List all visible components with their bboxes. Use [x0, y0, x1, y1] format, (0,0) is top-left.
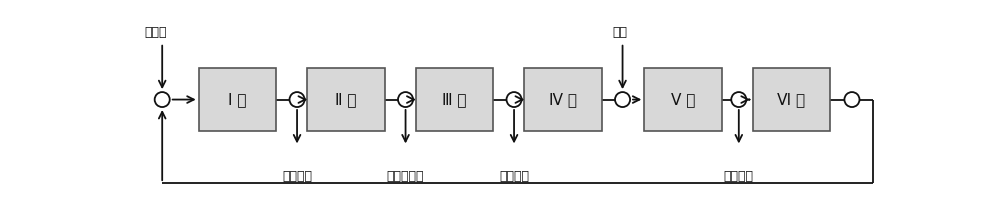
Text: 杂糖组分: 杂糖组分 [724, 170, 754, 183]
Text: 木糖组分: 木糖组分 [282, 170, 312, 183]
Text: 洗脱剂: 洗脱剂 [144, 26, 167, 39]
Bar [753, 68, 830, 131]
Bar [524, 68, 602, 131]
Text: Ⅱ 区: Ⅱ 区 [335, 92, 357, 107]
Text: 原料: 原料 [612, 26, 627, 39]
Bar [199, 68, 276, 131]
Text: Ⅲ 区: Ⅲ 区 [442, 92, 467, 107]
Bar [644, 68, 722, 131]
Text: Ⅳ 区: Ⅳ 区 [549, 92, 577, 107]
Text: Ⅵ 区: Ⅵ 区 [777, 92, 806, 107]
Text: Ⅴ 区: Ⅴ 区 [671, 92, 695, 107]
Bar [307, 68, 385, 131]
Text: Ⅰ 区: Ⅰ 区 [228, 92, 247, 107]
Bar [416, 68, 493, 131]
Text: 半乳糖组分: 半乳糖组分 [387, 170, 424, 183]
Text: 木糖组分: 木糖组分 [499, 170, 529, 183]
